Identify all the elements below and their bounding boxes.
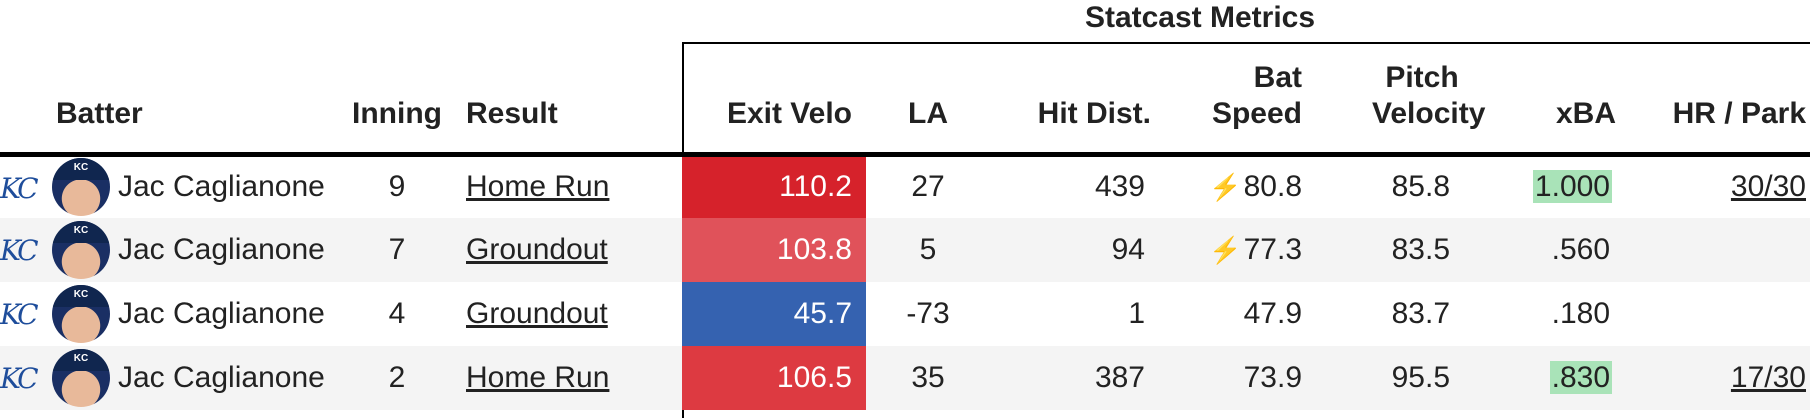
pitch-velocity-cell: 83.5: [1334, 218, 1504, 282]
pitch-velocity-cell: 83.7: [1391, 297, 1450, 330]
bat-speed-cell: ⚡80.8: [1171, 154, 1334, 218]
kc-team-logo-icon: KC: [0, 234, 39, 268]
team-logo-cell: KC: [0, 282, 52, 346]
bat-speed-header-label: Bat Speed: [1211, 60, 1302, 130]
table-row[interactable]: KC KC Jac Caglianone 9 Home Run 110.2 27 439 ⚡80…: [0, 154, 1810, 218]
batter-name: Jac Caglianone: [118, 361, 325, 394]
result-link[interactable]: Home Run: [466, 170, 610, 204]
inning-cell: 9: [388, 170, 406, 204]
batter-name: Jac Caglianone: [118, 170, 325, 204]
xba-cell: .180: [1504, 282, 1644, 346]
inning-cell: 7: [352, 218, 442, 282]
exit-velo-cell: 103.8: [682, 218, 866, 282]
logo-column-header: [0, 42, 52, 154]
player-avatar: KC: [52, 158, 110, 217]
bat-speed-cell: 47.9: [1171, 282, 1334, 346]
lightning-bolt-icon: ⚡: [1209, 172, 1242, 203]
batter-name: Jac Caglianone: [118, 233, 325, 266]
pitch-velocity-cell: 85.8: [1391, 170, 1450, 204]
team-logo-cell: KC: [0, 346, 52, 410]
batter-cell[interactable]: KC Jac Caglianone: [52, 218, 352, 282]
xba-value: .180: [1551, 297, 1610, 330]
hit-distance-cell: 387: [986, 346, 1171, 410]
batter-cell[interactable]: KC Jac Caglianone: [52, 282, 352, 346]
team-logo-cell: KC: [0, 154, 52, 218]
xba-value: 1.000: [1532, 170, 1612, 204]
bat-speed-value: 77.3: [1243, 233, 1302, 266]
xba-cell: .830: [1504, 346, 1644, 410]
column-header-xba[interactable]: xBA: [1555, 96, 1616, 130]
inning-cell: 4: [388, 297, 406, 330]
avatar-cap-logo: KC: [52, 349, 110, 371]
hr-park-link[interactable]: 17/30: [1730, 361, 1806, 394]
launch-angle-cell: 5: [866, 218, 986, 282]
header-row: Batter Inning Result Exit Velo LA Hit Di…: [0, 42, 1810, 154]
column-header-pitch-velocity[interactable]: Pitch Velocity: [1334, 42, 1504, 154]
exit-velo-cell: 110.2: [682, 154, 866, 218]
batter-cell[interactable]: KC Jac Caglianone: [52, 154, 352, 218]
result-link[interactable]: Home Run: [466, 361, 610, 394]
xba-value: .560: [1551, 233, 1610, 266]
table-row[interactable]: KC KC Jac Caglianone 4 Groundout 45.7 -73 1 47.9…: [0, 282, 1810, 346]
column-header-hit-dist[interactable]: Hit Dist.: [1037, 96, 1151, 130]
avatar-cap-logo: KC: [52, 221, 110, 243]
xba-value: .830: [1549, 361, 1612, 394]
avatar-cap-logo: KC: [52, 285, 110, 307]
launch-angle-cell: -73: [906, 297, 950, 330]
result-cell[interactable]: Home Run: [442, 154, 682, 218]
hr-park-cell[interactable]: [1644, 218, 1810, 282]
bat-speed-value: 73.9: [1243, 361, 1302, 394]
bat-speed-value: 47.9: [1243, 297, 1302, 330]
batter-cell[interactable]: KC Jac Caglianone: [52, 346, 352, 410]
hit-distance-cell: 1: [1128, 297, 1145, 330]
pitch-velocity-header-label: Pitch Velocity: [1372, 60, 1486, 130]
player-avatar: KC: [52, 285, 110, 343]
column-header-result[interactable]: Result: [466, 96, 558, 130]
lightning-bolt-icon: ⚡: [1209, 235, 1242, 265]
bat-speed-cell: ⚡77.3: [1171, 218, 1334, 282]
xba-cell: .560: [1504, 218, 1644, 282]
group-header-statcast-metrics: Statcast Metrics: [1084, 1, 1316, 34]
bat-speed-cell: 73.9: [1171, 346, 1334, 410]
batter-name: Jac Caglianone: [118, 297, 325, 330]
avatar-cap-logo: KC: [52, 158, 110, 181]
column-header-inning[interactable]: Inning: [352, 96, 442, 130]
batted-ball-table: Batter Inning Result Exit Velo LA Hit Di…: [0, 42, 1810, 410]
hr-park-cell[interactable]: 17/30: [1644, 346, 1810, 410]
hit-distance-cell: 439: [1094, 170, 1145, 204]
exit-velo-cell: 45.7: [682, 282, 866, 346]
player-avatar: KC: [52, 221, 110, 279]
column-header-bat-speed[interactable]: Bat Speed: [1171, 42, 1334, 154]
bat-speed-value: 80.8: [1243, 170, 1302, 204]
team-logo-cell: KC: [0, 218, 52, 282]
column-header-exit-velo[interactable]: Exit Velo: [726, 96, 852, 130]
result-link[interactable]: Groundout: [466, 297, 608, 330]
column-header-hr-park[interactable]: HR / Park: [1672, 96, 1806, 130]
player-avatar: KC: [52, 349, 110, 407]
pitch-velocity-cell: 95.5: [1334, 346, 1504, 410]
xba-cell: 1.000: [1504, 154, 1644, 218]
result-cell[interactable]: Home Run: [442, 346, 682, 410]
result-link[interactable]: Groundout: [466, 233, 608, 266]
column-header-batter[interactable]: Batter: [56, 96, 143, 130]
result-cell[interactable]: Groundout: [442, 282, 682, 346]
hr-park-cell[interactable]: [1644, 282, 1810, 346]
hr-park-link[interactable]: 30/30: [1730, 170, 1806, 204]
result-cell[interactable]: Groundout: [442, 218, 682, 282]
table-row[interactable]: KC KC Jac Caglianone 7 Groundout 103.8 5 94 ⚡77.…: [0, 218, 1810, 282]
kc-team-logo-icon: KC: [0, 171, 39, 205]
table-row[interactable]: KC KC Jac Caglianone 2 Home Run 106.5 35 387 73.…: [0, 346, 1810, 410]
kc-team-logo-icon: KC: [0, 298, 39, 332]
kc-team-logo-icon: KC: [0, 362, 39, 396]
inning-cell: 2: [352, 346, 442, 410]
hr-park-cell[interactable]: 30/30: [1644, 154, 1810, 218]
hit-distance-cell: 94: [986, 218, 1171, 282]
column-header-la[interactable]: LA: [908, 96, 948, 130]
launch-angle-cell: 27: [911, 170, 945, 204]
exit-velo-cell: 106.5: [682, 346, 866, 410]
launch-angle-cell: 35: [866, 346, 986, 410]
